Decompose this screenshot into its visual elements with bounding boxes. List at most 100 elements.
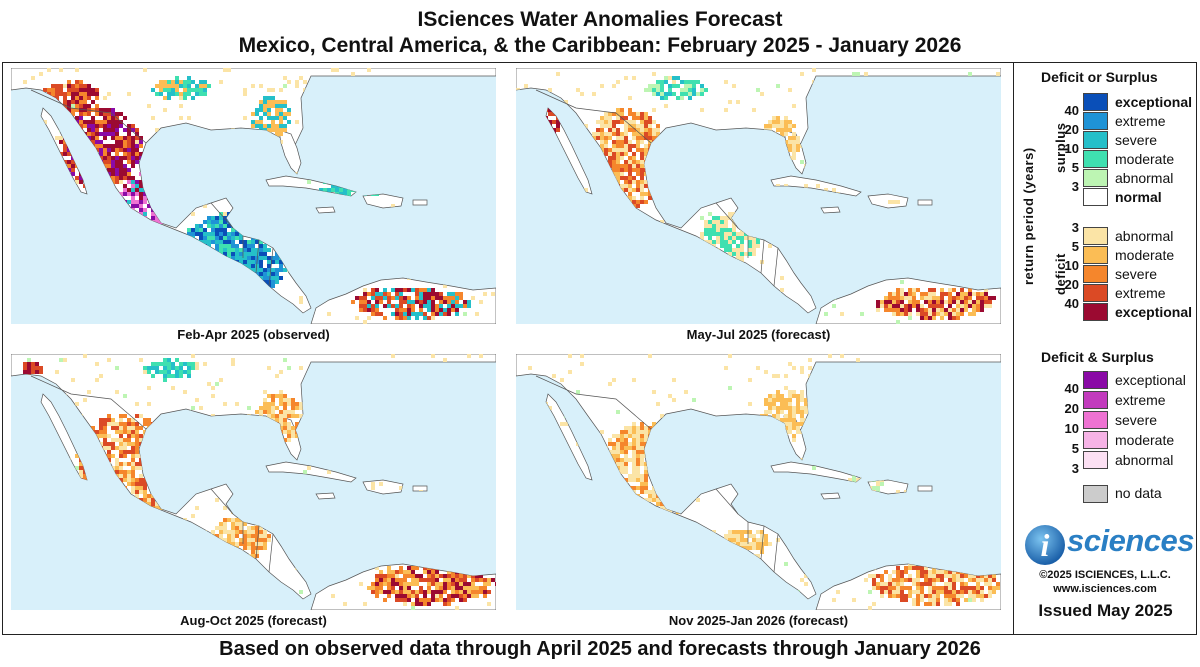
deficit-severe-tick: 10: [1064, 258, 1079, 273]
landmass-6: [412, 485, 428, 492]
legend-title-deficit-or-surplus: Deficit or Surplus: [1041, 69, 1158, 85]
landmass-3: [265, 461, 357, 483]
deficit-extreme-tick: 20: [1064, 277, 1079, 292]
isciences-logo: i sciences: [1023, 521, 1195, 571]
deficit-severe-swatch: [1083, 265, 1108, 283]
surplus-abnormal-swatch: [1083, 169, 1108, 187]
country-border-1: [715, 488, 739, 515]
surplus-exceptional-label: exceptional: [1115, 94, 1193, 110]
map-panel-4: Nov 2025-Jan 2026 (forecast): [516, 354, 1001, 631]
deficit-exceptional-swatch: [1083, 303, 1108, 321]
country-border-3: [760, 239, 765, 274]
surplus-exceptional-tick: 40: [1064, 103, 1079, 118]
both-moderate-tick: 5: [1071, 441, 1079, 456]
country-border-0: [30, 89, 147, 144]
landmass-6: [917, 199, 933, 206]
deficit-extreme-label: extreme: [1115, 285, 1166, 301]
landmass-5: [820, 206, 841, 214]
logo-text: sciences: [1067, 523, 1195, 558]
both-exceptional-label: exceptional: [1115, 372, 1186, 388]
panel-label-2: May-Jul 2025 (forecast): [686, 327, 831, 342]
title-line-1: ISciences Water Anomalies Forecast: [417, 8, 783, 31]
deficit-abnormal-tick: 3: [1071, 220, 1079, 235]
country-border-3: [255, 525, 260, 560]
anomaly-map: [11, 68, 496, 324]
anomaly-map: [516, 68, 1001, 324]
surplus-abnormal-label: abnormal: [1115, 170, 1174, 186]
landmass-6: [412, 199, 428, 206]
landmass-5: [315, 492, 336, 500]
panel-label-1: Feb-Apr 2025 (observed): [177, 327, 330, 342]
deficit-moderate-tick: 5: [1071, 239, 1079, 254]
surplus-severe-label: severe: [1115, 132, 1158, 148]
both-moderate-label: moderate: [1115, 432, 1175, 448]
country-border-3: [760, 525, 765, 560]
deficit-moderate-label: moderate: [1115, 247, 1175, 263]
figure-frame: [2, 62, 1197, 635]
both-exceptional-tick: 40: [1064, 381, 1079, 396]
deficit-abnormal-swatch: [1083, 227, 1108, 245]
surplus-severe-swatch: [1083, 131, 1108, 149]
deficit-exceptional-tick: 40: [1064, 296, 1079, 311]
title-line-2: Mexico, Central America, & the Caribbean…: [238, 34, 962, 57]
surplus-abnormal-tick: 3: [1071, 179, 1079, 194]
anomaly-map: [516, 354, 1001, 610]
both-abnormal-swatch: [1083, 451, 1108, 469]
panel-label-3: Aug-Oct 2025 (forecast): [180, 613, 327, 628]
logo-letter: i: [1041, 527, 1050, 563]
country-border-1: [715, 202, 739, 229]
country-border-3: [255, 239, 260, 274]
both-extreme-swatch: [1083, 391, 1108, 409]
surplus-exceptional-swatch: [1083, 93, 1108, 111]
both-exceptional-swatch: [1083, 371, 1108, 389]
map-panel-3: Aug-Oct 2025 (forecast): [11, 354, 496, 631]
website-link[interactable]: www.isciences.com: [1053, 583, 1157, 595]
deficit-exceptional-label: exceptional: [1115, 304, 1193, 320]
country-border-0: [535, 89, 652, 144]
surplus-severe-tick: 10: [1064, 141, 1079, 156]
deficit-severe-label: severe: [1115, 266, 1158, 282]
both-abnormal-label: abnormal: [1115, 452, 1174, 468]
copyright: ©2025 ISCIENCES, L.L.C.: [1039, 569, 1171, 581]
anomaly-map: [11, 354, 496, 610]
surplus-extreme-tick: 20: [1064, 122, 1079, 137]
landmass-5: [820, 492, 841, 500]
both-severe-tick: 10: [1064, 421, 1079, 436]
country-border-0: [30, 375, 147, 430]
normal-label: normal: [1115, 189, 1162, 205]
surplus-extreme-label: extreme: [1115, 113, 1166, 129]
country-border-4: [268, 533, 274, 573]
return-period-label: return period (years): [1021, 147, 1036, 285]
both-extreme-label: extreme: [1115, 392, 1166, 408]
map-panel-1: Feb-Apr 2025 (observed): [11, 68, 496, 345]
country-border-4: [773, 533, 779, 573]
both-moderate-swatch: [1083, 431, 1108, 449]
country-border-1: [210, 488, 234, 515]
both-severe-label: severe: [1115, 412, 1158, 428]
legend: Deficit or Surplus return period (years)…: [1015, 63, 1196, 634]
both-abnormal-tick: 3: [1071, 461, 1079, 476]
surplus-moderate-tick: 5: [1071, 160, 1079, 175]
normal-swatch: [1083, 188, 1108, 206]
both-severe-swatch: [1083, 411, 1108, 429]
surplus-moderate-swatch: [1083, 150, 1108, 168]
no-data-label: no data: [1115, 485, 1162, 501]
issued-date: Issued May 2025: [1038, 601, 1173, 620]
maps-area: [2, 62, 1014, 635]
country-border-1: [210, 202, 234, 229]
deficit-moderate-swatch: [1083, 246, 1108, 264]
map-panel-2: May-Jul 2025 (forecast): [516, 68, 1001, 345]
deficit-abnormal-label: abnormal: [1115, 228, 1174, 244]
country-border-4: [773, 247, 779, 287]
legend-title-deficit-and-surplus: Deficit & Surplus: [1041, 349, 1154, 365]
both-extreme-tick: 20: [1064, 401, 1079, 416]
landmass-1: [545, 393, 593, 481]
logo-circle-icon: i: [1025, 525, 1065, 565]
country-border-4: [268, 247, 274, 287]
landmass-6: [917, 485, 933, 492]
surplus-extreme-swatch: [1083, 112, 1108, 130]
country-border-0: [535, 375, 652, 430]
panel-label-4: Nov 2025-Jan 2026 (forecast): [668, 613, 849, 628]
landmass-5: [315, 206, 336, 214]
footer-note: Based on observed data through April 202…: [219, 638, 981, 660]
